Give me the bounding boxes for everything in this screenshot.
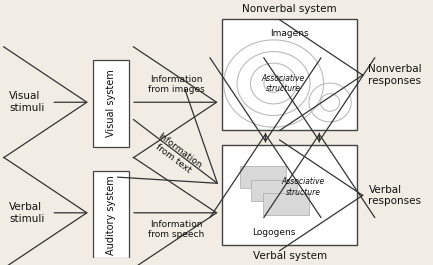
Text: Verbal system: Verbal system [252, 251, 327, 261]
Text: Verbal
stimuli: Verbal stimuli [9, 202, 45, 224]
Text: Nonverbal system: Nonverbal system [242, 4, 337, 14]
Text: Information
from images: Information from images [148, 75, 205, 95]
Text: Visual
stimuli: Visual stimuli [9, 91, 45, 113]
Text: Verbal
responses: Verbal responses [368, 184, 421, 206]
Text: Information
from speech: Information from speech [148, 220, 204, 239]
Text: Information
from text: Information from text [149, 131, 203, 178]
Bar [251, 180, 297, 201]
Text: Nonverbal
responses: Nonverbal responses [368, 64, 422, 86]
Text: Associative
structure: Associative structure [281, 177, 325, 197]
Text: Logogens: Logogens [252, 228, 295, 237]
Bar [93, 60, 129, 147]
Text: Visual system: Visual system [106, 69, 116, 137]
Text: Associative
structure: Associative structure [262, 74, 305, 93]
Text: Auditory system: Auditory system [106, 175, 116, 255]
Text: Imagens: Imagens [270, 29, 309, 38]
Bar [263, 193, 309, 215]
Bar [93, 171, 129, 258]
Bar [223, 19, 357, 130]
Bar [223, 145, 357, 245]
Bar [240, 166, 286, 188]
